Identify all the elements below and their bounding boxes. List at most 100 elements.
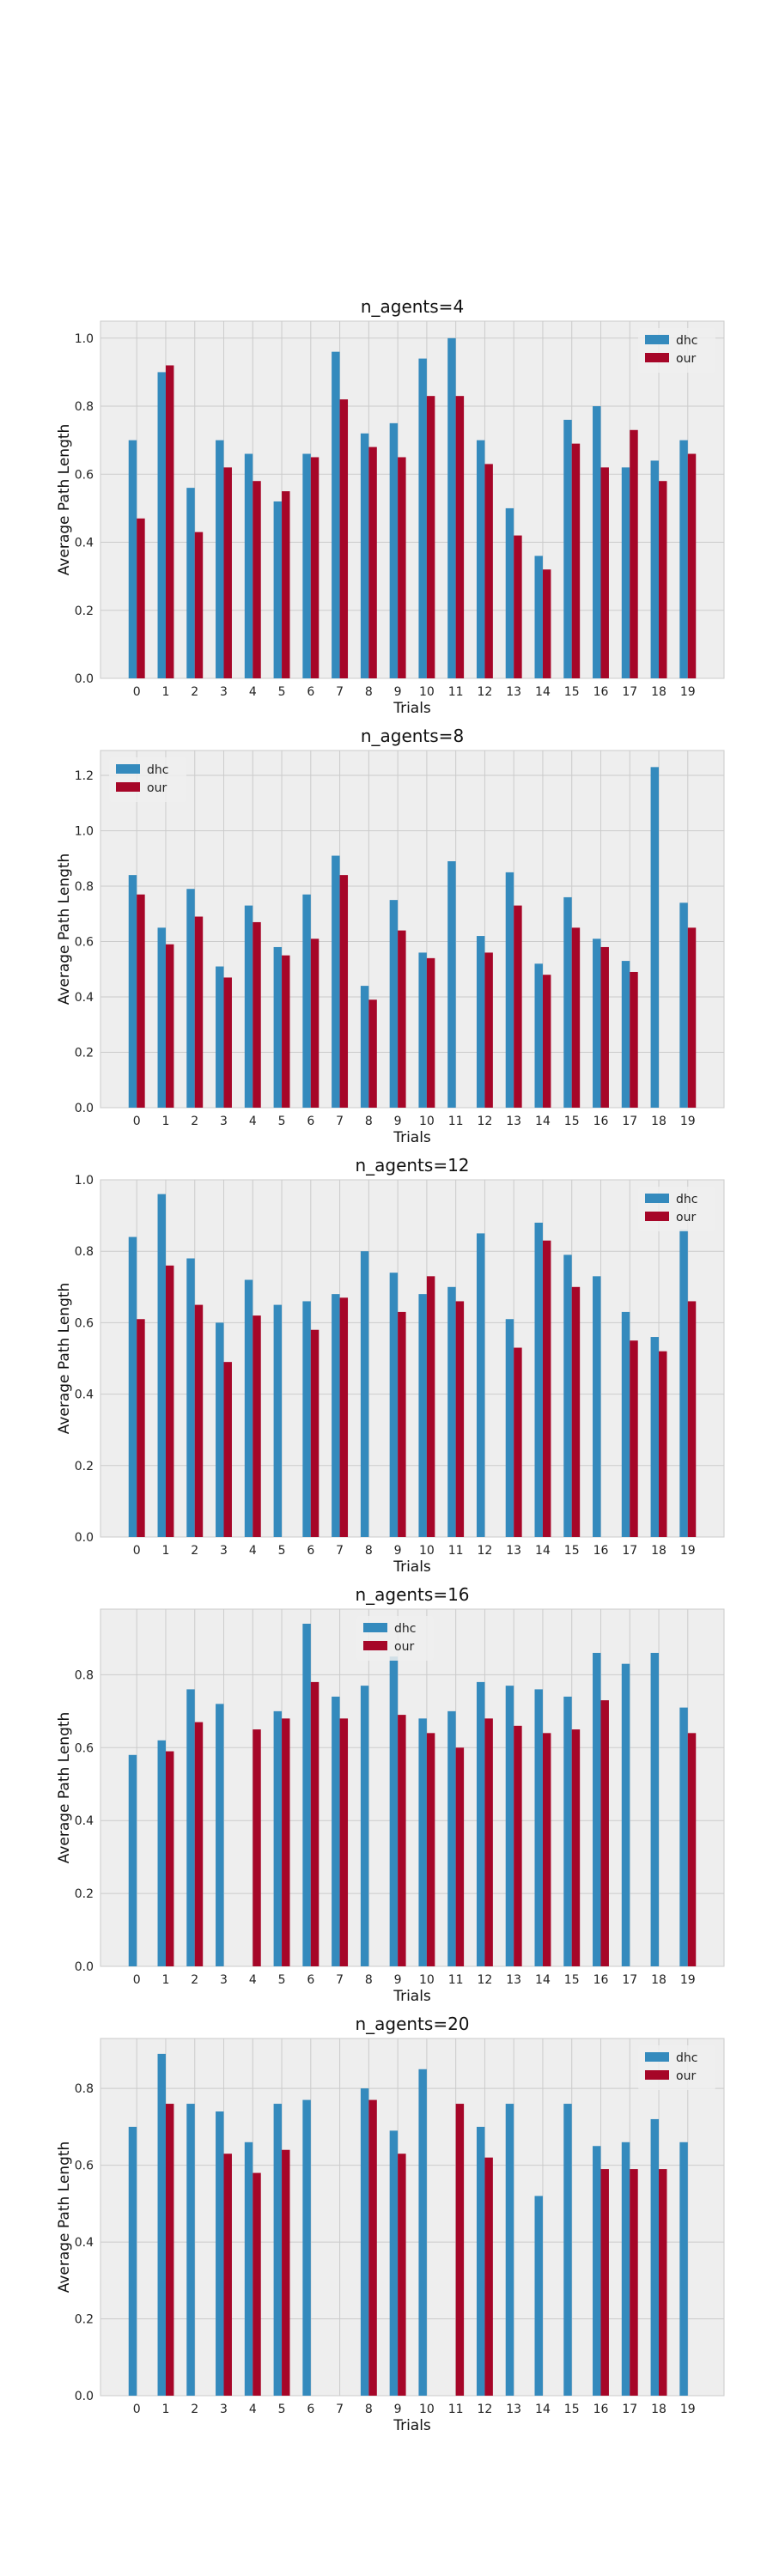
x-tick-label: 7 — [336, 2403, 344, 2416]
bar-dhc-3 — [216, 1704, 224, 1966]
x-tick-label: 9 — [394, 685, 402, 699]
y-tick-label: 0.4 — [75, 1814, 94, 1828]
bar-dhc-8 — [360, 986, 369, 1108]
x-tick-label: 11 — [448, 685, 464, 699]
bar-our-2 — [194, 1722, 204, 1966]
bar-dhc-2 — [186, 1689, 195, 1966]
bar-our-17 — [630, 429, 638, 678]
bar-dhc-13 — [505, 1686, 514, 1966]
bar-our-3 — [223, 467, 232, 678]
bar-our-10 — [426, 396, 435, 678]
x-tick-label: 10 — [419, 1115, 435, 1128]
bar-dhc-19 — [679, 440, 688, 678]
bar-dhc-19 — [679, 902, 688, 1108]
bar-dhc-18 — [650, 1337, 660, 1537]
bar-dhc-11 — [447, 1710, 456, 1966]
bar-our-3 — [223, 2154, 232, 2396]
bar-dhc-6 — [302, 894, 311, 1108]
x-tick-label: 3 — [220, 1115, 228, 1128]
x-tick-label: 5 — [278, 1973, 286, 1987]
x-axis-label: Trials — [393, 1988, 431, 2005]
x-tick-label: 18 — [651, 1973, 666, 1987]
x-tick-label: 7 — [336, 1973, 344, 1987]
x-tick-label: 6 — [307, 685, 314, 699]
bar-dhc-0 — [128, 2126, 137, 2396]
x-tick-label: 9 — [394, 2403, 402, 2416]
plot-area-1 — [100, 750, 725, 1109]
bar-dhc-16 — [593, 1652, 601, 1966]
x-tick-label: 11 — [448, 1544, 464, 1558]
y-tick-label: 0.2 — [75, 2313, 94, 2327]
legend-label-our: our — [147, 781, 167, 795]
bar-our-9 — [398, 1715, 406, 1966]
bar-dhc-11 — [447, 337, 456, 678]
bar-dhc-13 — [505, 1319, 514, 1537]
bar-our-6 — [310, 457, 320, 678]
bar-our-1 — [165, 1751, 174, 1966]
x-tick-label: 14 — [535, 1544, 551, 1558]
y-tick-label: 0.2 — [75, 1460, 94, 1473]
bar-our-6 — [310, 939, 320, 1108]
bar-our-9 — [398, 2154, 406, 2396]
bar-dhc-5 — [273, 2104, 283, 2396]
x-tick-label: 11 — [448, 1973, 464, 1987]
bar-dhc-14 — [534, 1689, 543, 1966]
bar-our-12 — [484, 1718, 493, 1966]
bar-our-18 — [659, 2169, 667, 2396]
bar-our-11 — [455, 1747, 465, 1966]
bar-dhc-0 — [128, 1754, 137, 1966]
bar-dhc-8 — [360, 1251, 369, 1537]
legend-label-dhc: dhc — [676, 1193, 697, 1206]
bar-our-16 — [600, 1700, 609, 1966]
y-axis-label: Average Path Length — [56, 1712, 73, 1864]
y-tick-label: 0.0 — [75, 1960, 94, 1974]
y-tick-label: 0.4 — [75, 2236, 94, 2250]
bar-dhc-11 — [447, 1286, 456, 1537]
x-axis-label: Trials — [393, 1129, 431, 1146]
legend-swatch-our — [363, 1641, 387, 1650]
x-tick-label: 0 — [133, 1544, 141, 1558]
x-tick-label: 10 — [419, 685, 435, 699]
bar-dhc-3 — [216, 2111, 224, 2396]
bar-our-17 — [630, 1340, 638, 1537]
x-tick-label: 17 — [622, 685, 637, 699]
x-tick-label: 1 — [162, 2403, 170, 2416]
x-tick-label: 3 — [220, 1544, 228, 1558]
x-tick-label: 4 — [249, 1115, 257, 1128]
bar-our-14 — [542, 1240, 551, 1537]
bar-our-10 — [426, 1276, 435, 1537]
bar-dhc-10 — [418, 952, 427, 1108]
x-tick-label: 1 — [162, 1973, 170, 1987]
bar-our-15 — [571, 443, 581, 678]
bar-dhc-14 — [534, 556, 543, 678]
bar-dhc-7 — [332, 1294, 340, 1537]
bar-dhc-19 — [679, 1707, 688, 1966]
y-tick-label: 0.6 — [75, 1741, 94, 1755]
plot-area-2 — [100, 1179, 725, 1538]
y-tick-label: 0.8 — [75, 1245, 94, 1259]
x-tick-label: 13 — [506, 1115, 521, 1128]
legend-label-dhc: dhc — [394, 1622, 416, 1636]
bar-our-19 — [687, 1733, 697, 1966]
bar-dhc-2 — [186, 2104, 195, 2396]
legend-swatch-dhc — [363, 1623, 387, 1632]
bar-our-2 — [194, 532, 204, 678]
bar-dhc-16 — [593, 1276, 601, 1537]
bar-dhc-10 — [418, 358, 427, 678]
bar-our-4 — [253, 481, 261, 678]
bar-our-7 — [339, 399, 349, 678]
bar-dhc-18 — [650, 767, 660, 1108]
bar-our-7 — [339, 1718, 349, 1966]
x-tick-label: 11 — [448, 2403, 464, 2416]
bar-dhc-6 — [302, 2099, 311, 2396]
bar-our-18 — [659, 481, 667, 678]
bar-dhc-3 — [216, 1322, 224, 1537]
bar-our-12 — [484, 952, 493, 1108]
x-tick-label: 17 — [622, 1115, 637, 1128]
bar-our-17 — [630, 971, 638, 1108]
bar-dhc-0 — [128, 875, 137, 1108]
x-tick-label: 15 — [564, 685, 580, 699]
bar-dhc-16 — [593, 2146, 601, 2396]
bar-dhc-2 — [186, 889, 195, 1108]
